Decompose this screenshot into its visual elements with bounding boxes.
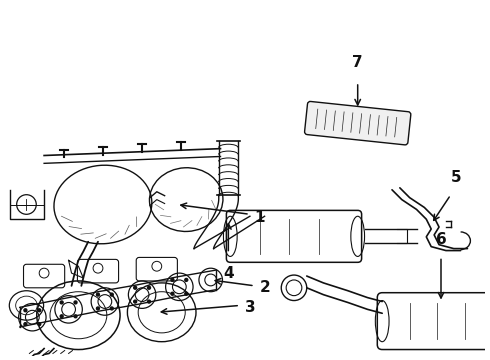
Circle shape [97,293,99,296]
Circle shape [185,278,188,282]
Text: 6: 6 [436,231,446,247]
Circle shape [74,315,77,318]
Text: 5: 5 [450,170,461,185]
Circle shape [134,300,137,303]
Circle shape [134,286,137,289]
Circle shape [60,315,63,318]
Circle shape [147,300,150,303]
Circle shape [24,309,27,312]
Text: 7: 7 [352,55,363,70]
Text: 4: 4 [223,266,234,281]
Circle shape [38,309,41,312]
Circle shape [74,301,77,304]
Circle shape [147,286,150,289]
Circle shape [97,307,99,310]
Circle shape [110,293,113,296]
Circle shape [60,301,63,304]
Text: 2: 2 [260,280,270,295]
Text: 3: 3 [245,300,256,315]
Circle shape [185,292,188,295]
Circle shape [171,278,174,282]
Circle shape [38,323,41,325]
Circle shape [24,323,27,325]
FancyBboxPatch shape [305,102,411,145]
Circle shape [171,292,174,295]
Text: 1: 1 [255,210,265,225]
Circle shape [110,307,113,310]
